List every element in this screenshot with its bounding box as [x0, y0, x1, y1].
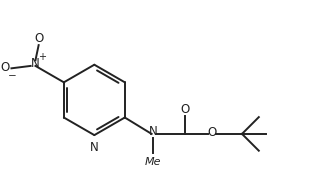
Text: Me: Me	[145, 157, 162, 167]
Text: O: O	[0, 61, 10, 74]
Text: N: N	[149, 125, 158, 138]
Text: O: O	[34, 32, 43, 45]
Text: O: O	[181, 103, 190, 116]
Text: +: +	[38, 52, 46, 62]
Text: N: N	[90, 141, 99, 154]
Text: N: N	[31, 57, 40, 70]
Text: O: O	[208, 126, 217, 139]
Text: −: −	[8, 71, 17, 80]
